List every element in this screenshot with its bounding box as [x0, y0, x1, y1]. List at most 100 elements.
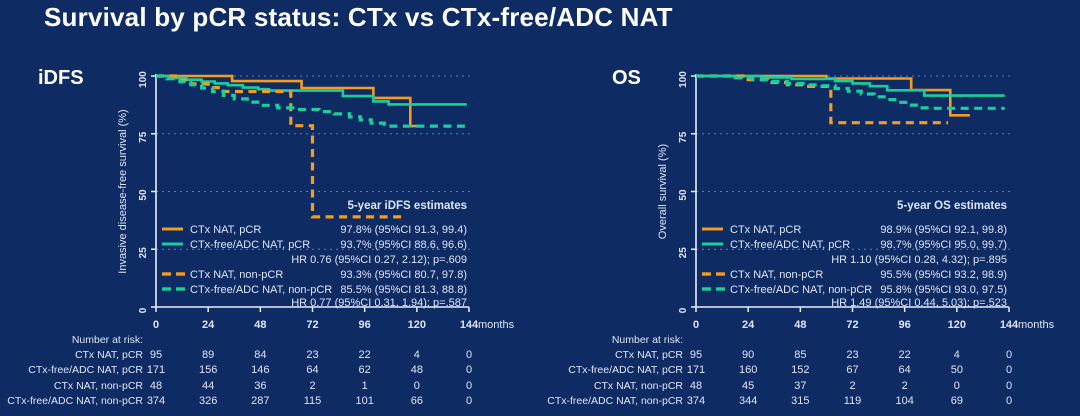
legend-estimate: 95.5% (95%CI 93.2, 98.9) — [880, 269, 1007, 281]
legend-estimate: 93.3% (95%CI 80.7, 97.8) — [340, 269, 467, 281]
x-tick-label: 96 — [359, 319, 371, 331]
y-tick-label: 0 — [678, 307, 689, 313]
risk-value: 115 — [304, 395, 322, 407]
risk-value: 101 — [355, 395, 373, 407]
legend-estimate: 85.5% (95%CI 81.3, 88.8) — [340, 284, 467, 296]
y-axis-label: Overall survival (%) — [657, 144, 669, 239]
x-tick-label: 120 — [948, 319, 966, 331]
risk-value: 146 — [251, 364, 269, 376]
y-tick-label: 50 — [138, 189, 149, 201]
risk-value: 48 — [690, 380, 702, 392]
hr-annotation: HR 0.77 (95%CI 0.31, 1.94); p=.587 — [291, 297, 467, 309]
risk-value: 66 — [411, 395, 423, 407]
risk-row-label: CTx-free/ADC NAT, pCR — [568, 364, 683, 376]
risk-value: 4 — [414, 349, 420, 361]
legend-label: CTx-free/ADC NAT, pCR — [730, 239, 850, 251]
panel-idfs: iDFS 0 25 50 75 100 Invasive disease-free surv… — [0, 56, 540, 416]
x-tick-label: 120 — [408, 319, 426, 331]
risk-value: 48 — [411, 364, 423, 376]
risk-value: 69 — [951, 395, 963, 407]
risk-table-header: Number at risk: — [612, 334, 683, 346]
risk-value: 0 — [1006, 349, 1012, 361]
risk-value: 45 — [742, 380, 754, 392]
legend-label: CTx-free/ADC NAT, non-pCR — [730, 284, 872, 296]
survival-curve-ctx-nat-non-pcr — [156, 74, 406, 219]
risk-value: 0 — [1006, 364, 1012, 376]
y-tick-label: 75 — [678, 131, 689, 143]
survival-curve-ctx-nat-pcr — [156, 74, 424, 128]
risk-value: 171 — [687, 364, 705, 376]
hr-annotation: HR 1.49 (95%CI 0.44, 5.03); p=.523 — [831, 297, 1007, 309]
survival-curve-ctx-free-adc-nat-non-pcr — [696, 74, 1005, 110]
x-tick-label: 72 — [306, 319, 318, 331]
risk-value: 50 — [951, 364, 963, 376]
x-tick-label: 0 — [153, 319, 159, 331]
risk-value: 119 — [844, 395, 862, 407]
risk-row-label: CTx NAT, pCR — [615, 349, 683, 361]
survival-curve-ctx-free-adc-nat-pcr — [156, 74, 467, 106]
risk-value: 0 — [466, 395, 472, 407]
risk-value: 48 — [150, 380, 162, 392]
y-tick-label: 75 — [138, 131, 149, 143]
risk-row-label: CTx-free/ADC NAT, pCR — [28, 364, 143, 376]
legend-label: CTx NAT, non-pCR — [730, 269, 823, 281]
survival-curve-ctx-nat-pcr — [696, 74, 970, 117]
risk-value: 104 — [895, 395, 913, 407]
risk-value: 344 — [739, 395, 757, 407]
hr-annotation: HR 0.76 (95%CI 0.27, 2.12); p=.609 — [291, 254, 467, 266]
legend-estimate: 98.9% (95%CI 92.1, 99.8) — [880, 224, 1007, 236]
y-tick-label: 25 — [138, 247, 149, 259]
y-tick-label: 100 — [138, 71, 149, 88]
risk-value: 64 — [306, 364, 318, 376]
risk-value: 171 — [147, 364, 165, 376]
legend-label: CTx-free/ADC NAT, non-pCR — [190, 284, 332, 296]
legend-label: CTx-free/ADC NAT, pCR — [190, 239, 310, 251]
risk-value: 326 — [199, 395, 217, 407]
risk-row-label: CTx NAT, non-pCR — [594, 380, 683, 392]
risk-value: 0 — [1006, 395, 1012, 407]
risk-value: 89 — [202, 349, 214, 361]
risk-value: 0 — [466, 349, 472, 361]
risk-value: 85 — [794, 349, 806, 361]
risk-value: 0 — [466, 364, 472, 376]
risk-table-header: Number at risk: — [72, 334, 143, 346]
risk-value: 37 — [794, 380, 806, 392]
risk-value: 156 — [199, 364, 217, 376]
legend-estimate: 95.8% (95%CI 93.0, 97.5) — [880, 284, 1007, 296]
legend-title-os: 5-year OS estimates — [897, 200, 1007, 212]
hr-annotation: HR 1.10 (95%CI 0.28, 4.32); p=.895 — [831, 254, 1007, 266]
risk-value: 0 — [414, 380, 420, 392]
x-tick-label: 24 — [202, 319, 215, 331]
risk-value: 62 — [359, 364, 371, 376]
risk-row-label: CTx NAT, pCR — [75, 349, 143, 361]
panel-label-idfs: iDFS — [38, 67, 84, 89]
y-tick-label: 0 — [138, 307, 149, 313]
risk-value: 22 — [899, 349, 911, 361]
risk-value: 64 — [899, 364, 911, 376]
legend-label: CTx NAT, pCR — [190, 224, 261, 236]
x-axis-unit: months — [478, 319, 515, 331]
risk-value: 22 — [359, 349, 371, 361]
x-tick-label: 48 — [794, 319, 806, 331]
x-tick-label: 96 — [899, 319, 911, 331]
x-tick-label: 144 — [1000, 319, 1019, 331]
risk-value: 44 — [202, 380, 214, 392]
x-tick-label: 48 — [254, 319, 266, 331]
risk-value: 160 — [739, 364, 757, 376]
risk-value: 90 — [742, 349, 754, 361]
x-tick-label: 0 — [693, 319, 699, 331]
risk-value: 4 — [954, 349, 960, 361]
survival-curve-ctx-free-adc-nat-non-pcr — [156, 74, 467, 128]
risk-value: 95 — [150, 349, 162, 361]
x-tick-label: 144 — [460, 319, 479, 331]
risk-row-label: CTx-free/ADC NAT, non-pCR — [7, 395, 143, 407]
risk-value: 152 — [791, 364, 809, 376]
x-tick-label: 72 — [846, 319, 858, 331]
risk-value: 23 — [306, 349, 318, 361]
risk-value: 67 — [846, 364, 858, 376]
x-tick-label: 24 — [742, 319, 755, 331]
risk-row-label: CTx-free/ADC NAT, non-pCR — [547, 395, 683, 407]
risk-value: 2 — [902, 380, 908, 392]
